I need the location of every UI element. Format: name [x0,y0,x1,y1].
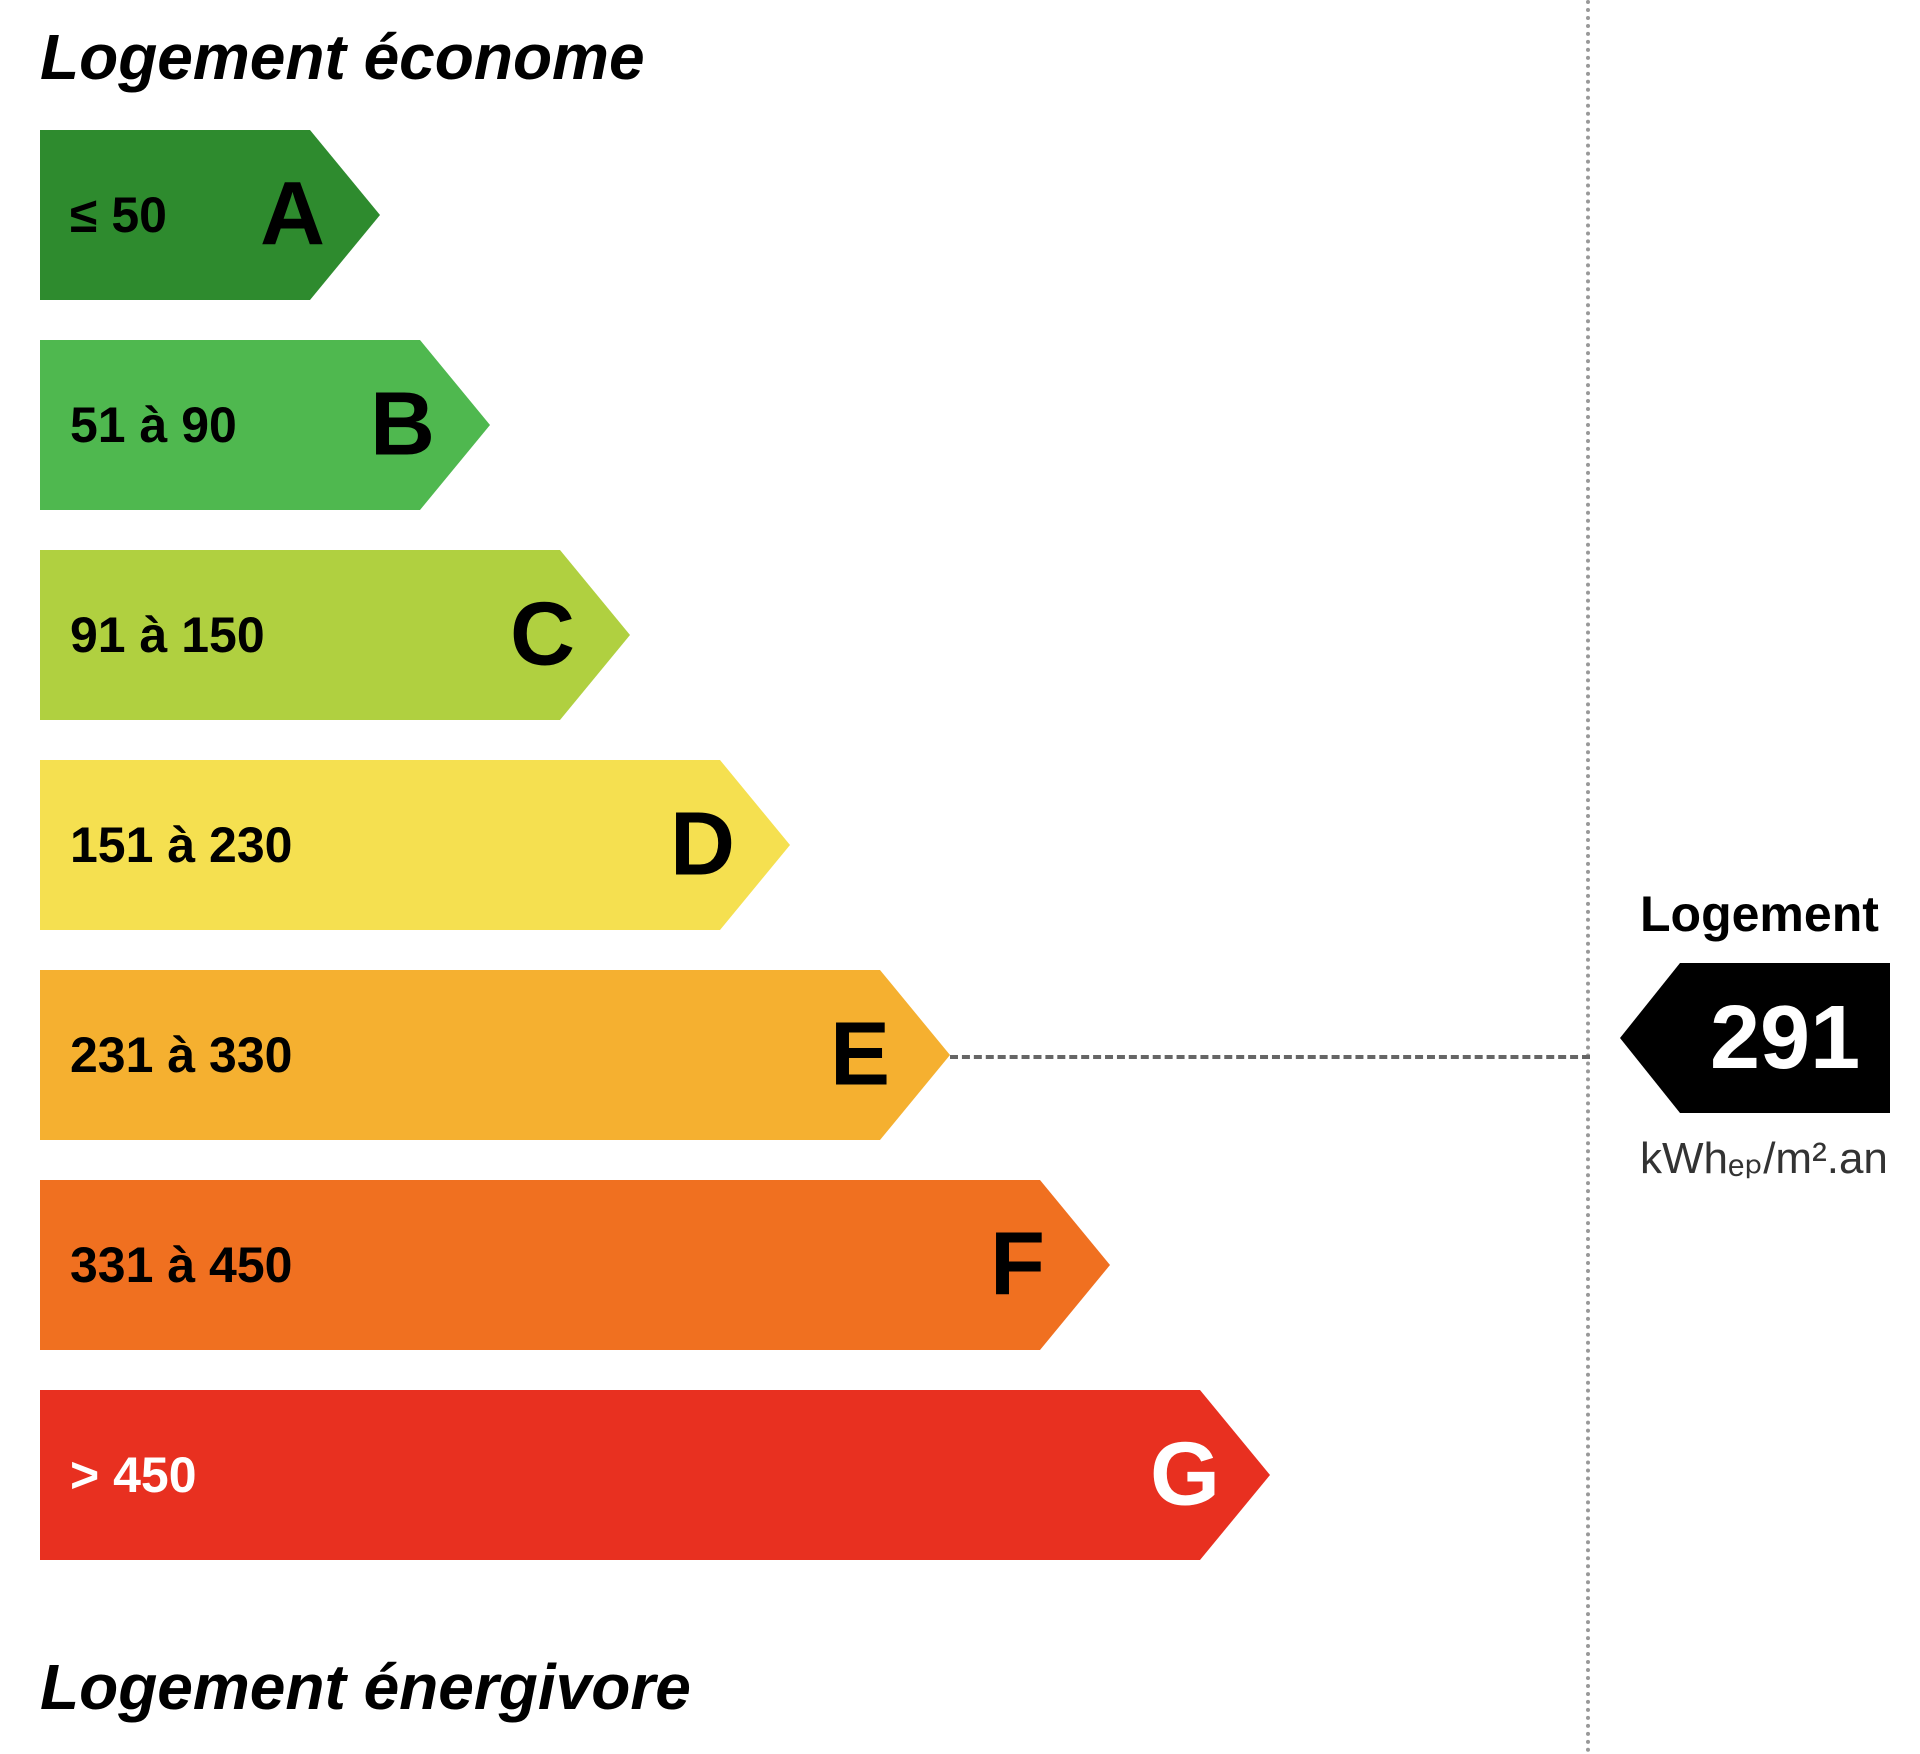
value-indicator: Logement 291 kWhₑₚ/m².an [1600,885,1920,1184]
connector-line [950,1055,1590,1059]
bar-row-g: > 450 G [40,1390,1270,1560]
bar-body: 91 à 150 [40,550,560,720]
bar-row-a: ≤ 50 A [40,130,1270,300]
bar-range: 151 à 230 [70,816,292,874]
bar-range: ≤ 50 [70,186,167,244]
bar-a: ≤ 50 A [40,130,1270,300]
vertical-divider [1586,0,1590,1754]
bar-row-b: 51 à 90 B [40,340,1270,510]
bar-g: > 450 G [40,1390,1270,1560]
rating-bars: ≤ 50 A 51 à 90 B 91 à 150 C 151 à 230 D 231 à 33… [40,130,1270,1600]
bar-letter: G [1150,1424,1220,1527]
bar-range: 331 à 450 [70,1236,292,1294]
bar-range: > 450 [70,1446,197,1504]
bar-body: 231 à 330 [40,970,880,1140]
bar-body: 331 à 450 [40,1180,1040,1350]
bar-b: 51 à 90 B [40,340,1270,510]
indicator-badge: 291 [1620,963,1920,1113]
bar-letter: F [990,1214,1045,1317]
bar-range: 91 à 150 [70,606,265,664]
bar-row-d: 151 à 230 D [40,760,1270,930]
bar-range: 231 à 330 [70,1026,292,1084]
indicator-unit: kWhₑₚ/m².an [1600,1133,1920,1184]
bar-row-f: 331 à 450 F [40,1180,1270,1350]
title-top: Logement économe [40,20,645,94]
energy-rating-chart: Logement économe ≤ 50 A 51 à 90 B 91 à 150 C 1… [0,0,1920,1754]
bar-letter: B [370,374,435,477]
bar-row-c: 91 à 150 C [40,550,1270,720]
bar-letter: C [510,584,575,687]
bar-d: 151 à 230 D [40,760,1270,930]
indicator-arrow-icon [1620,963,1680,1113]
bar-letter: A [260,164,325,267]
bar-f: 331 à 450 F [40,1180,1270,1350]
bar-arrow-icon [880,970,950,1140]
bar-body: > 450 [40,1390,1200,1560]
bar-range: 51 à 90 [70,396,237,454]
bar-letter: E [830,1004,890,1107]
indicator-value: 291 [1680,963,1890,1113]
bar-body: 51 à 90 [40,340,420,510]
bar-c: 91 à 150 C [40,550,1270,720]
indicator-label: Logement [1600,885,1920,943]
bar-arrow-icon [1040,1180,1110,1350]
bar-letter: D [670,794,735,897]
title-bottom: Logement énergivore [40,1650,691,1724]
bar-body: 151 à 230 [40,760,720,930]
